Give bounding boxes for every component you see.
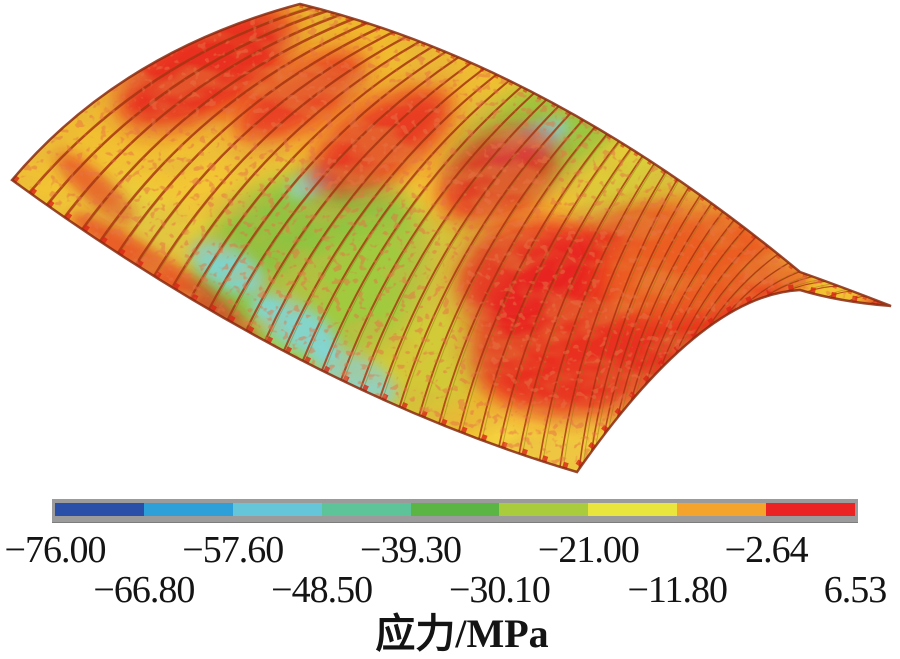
colorbar-tick-label: −39.30	[360, 529, 462, 571]
colorbar-segment	[143, 503, 233, 516]
colorbar-tick-label: 6.53	[823, 569, 887, 611]
colorbar-segment	[232, 503, 322, 516]
colorbar-segment	[55, 503, 144, 516]
stress-contour-surface	[10, 2, 892, 474]
colorbar-tick-label: −30.10	[449, 569, 551, 611]
colorbar-segment	[321, 503, 411, 516]
colorbar-frame	[52, 499, 858, 523]
colorbar-segment	[499, 503, 589, 516]
colorbar-segment	[677, 503, 767, 516]
colorbar-segment	[766, 503, 856, 516]
colorbar-tick-label: −66.80	[93, 569, 195, 611]
colorbar	[55, 503, 856, 516]
colorbar-tick-label: −21.00	[537, 529, 640, 571]
shell-outline	[10, 2, 892, 474]
legend-title: 应力/MPa	[375, 611, 549, 656]
colorbar-tick-label: −57.60	[182, 529, 284, 571]
colorbar-tick-label: −76.00	[4, 529, 107, 571]
colorbar-segment	[588, 503, 678, 516]
colorbar-tick-label: −11.80	[627, 569, 728, 611]
colorbar-tick-label: −48.50	[271, 569, 373, 611]
colorbar-segment	[410, 503, 500, 516]
colorbar-tick-label: −2.64	[724, 529, 809, 571]
